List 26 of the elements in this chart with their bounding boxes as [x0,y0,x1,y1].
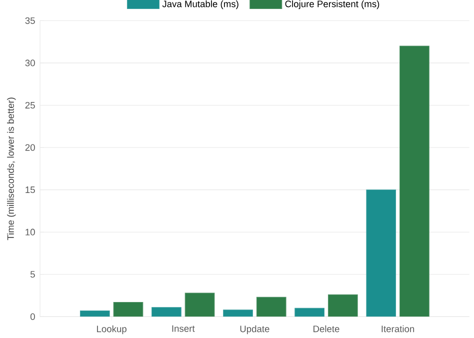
legend-label: Java Mutable (ms) [162,0,238,10]
bar [366,190,396,317]
bar [223,310,253,317]
x-tick-label: Delete [314,325,340,332]
y-tick-label: 20 [25,144,35,151]
x-tick-label: Iteration [382,325,414,332]
y-tick-label: 30 [25,60,35,66]
y-tick-label: 0 [30,313,35,320]
bar [294,308,324,317]
legend-label: Clojure Persistent (ms) [285,0,380,10]
y-tick-label: 5 [30,271,35,278]
y-tick-label: 25 [25,102,35,109]
x-tick-label: Lookup [97,325,126,334]
y-tick-label: 35 [25,17,35,24]
bar [80,310,110,317]
y-tick-label: 10 [26,228,35,236]
y-axis-title: Time (milliseconds, lower is better) [7,98,16,240]
bar [328,294,358,317]
bar [184,292,215,317]
bar [152,307,182,317]
x-tick-label: Update [240,325,270,334]
x-tick-label: Insert [172,325,195,332]
bar [256,296,286,317]
bar [113,302,144,317]
bar [400,46,430,317]
y-tick-label: 15 [26,186,35,194]
